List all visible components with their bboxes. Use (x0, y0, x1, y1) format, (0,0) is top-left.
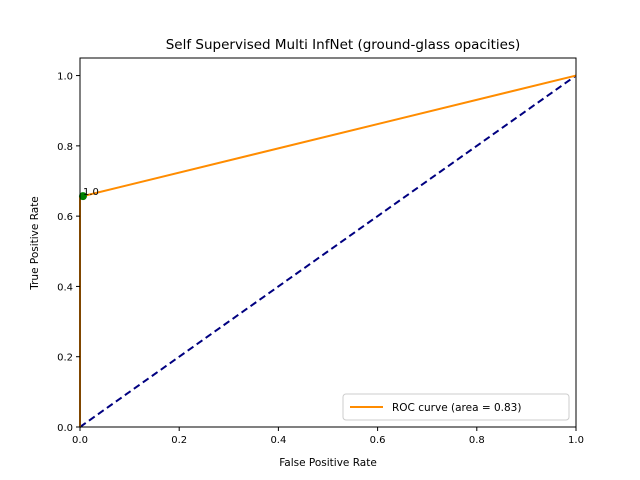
legend: ROC curve (area = 0.83) (342, 393, 570, 421)
y-tick-label: 0.4 (57, 282, 73, 293)
y-tick-label: 0.6 (57, 212, 73, 223)
x-tick-label: 0.0 (72, 435, 88, 446)
x-tick-label: 1.0 (568, 435, 584, 446)
chance-diagonal-line (79, 74, 577, 428)
y-tick-label: 0.0 (57, 423, 73, 434)
legend-box (342, 393, 570, 421)
optimal-threshold-point (78, 192, 87, 201)
x-tick-label: 0.6 (370, 435, 386, 446)
y-axis-label: True Positive Rate (29, 196, 41, 291)
x-tick-label: 0.2 (171, 435, 187, 446)
chart-title: Self Supervised Multi InfNet (ground-gla… (166, 37, 521, 53)
y-tick-label: 0.2 (57, 353, 73, 364)
plot-frame (79, 57, 577, 428)
y-axis-ticks: 0.0 0.2 0.4 0.6 0.8 1.0 (57, 72, 80, 434)
x-axis-label: False Positive Rate (279, 457, 377, 469)
x-tick-label: 0.8 (469, 435, 485, 446)
y-tick-label: 0.8 (57, 142, 73, 153)
y-tick-label: 1.0 (57, 72, 73, 83)
x-tick-label: 0.4 (270, 435, 286, 446)
legend-label-roc: ROC curve (area = 0.83) (392, 402, 521, 414)
x-axis-ticks: 0.0 0.2 0.4 0.6 0.8 1.0 (72, 427, 584, 446)
threshold-label: 1.0 (83, 187, 99, 198)
